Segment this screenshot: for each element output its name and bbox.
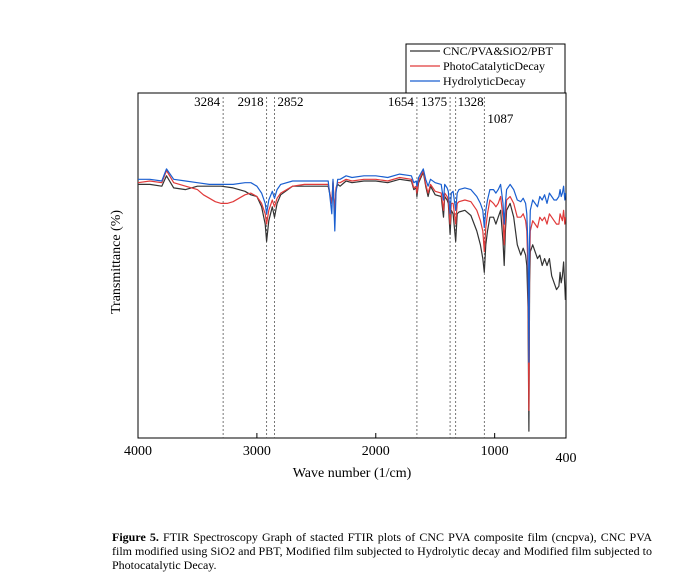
legend: CNC/PVA&SiO2/PBTPhotoCatalyticDecayHydro… — [405, 43, 566, 94]
legend-label-2: HydrolyticDecay — [443, 74, 526, 88]
annotation-3284: 3284 — [194, 94, 221, 109]
annotation-2918: 2918 — [238, 94, 264, 109]
series-layer — [137, 168, 566, 432]
annotation-2852: 2852 — [277, 94, 303, 109]
y-axis-label: Transmittance (%) — [109, 210, 124, 314]
series-line-0 — [138, 171, 566, 432]
series-line-1 — [137, 170, 566, 411]
reference-lines — [222, 97, 485, 438]
plot-frame — [137, 92, 567, 439]
caption-text: FTIR Spectroscopy Graph of stacted FTIR … — [112, 530, 652, 572]
x-tick-label-4000: 4000 — [124, 444, 152, 459]
x-tick-label-400: 400 — [556, 451, 577, 466]
annotation-1654: 1654 — [388, 94, 415, 109]
x-tick-label-2000: 2000 — [362, 444, 390, 459]
legend-items: CNC/PVA&SiO2/PBTPhotoCatalyticDecayHydro… — [410, 44, 553, 88]
series-line-2 — [138, 168, 566, 363]
figure-caption: Figure 5. FTIR Spectroscopy Graph of sta… — [112, 530, 652, 572]
legend-label-0: CNC/PVA&SiO2/PBT — [443, 44, 553, 58]
x-axis-ticks: 4000 3000 2000 1000 400 — [124, 433, 577, 466]
annotation-1087: 1087 — [487, 111, 514, 126]
caption-label: Figure 5. — [112, 530, 159, 544]
annotation-1375: 1375 — [421, 94, 447, 109]
x-tick-label-3000: 3000 — [243, 444, 271, 459]
x-tick-label-1000: 1000 — [481, 444, 509, 459]
legend-box — [405, 43, 566, 94]
x-axis-label: Wave number (1/cm) — [293, 466, 412, 481]
legend-label-1: PhotoCatalyticDecay — [443, 59, 545, 73]
annotation-1328: 1328 — [458, 94, 484, 109]
